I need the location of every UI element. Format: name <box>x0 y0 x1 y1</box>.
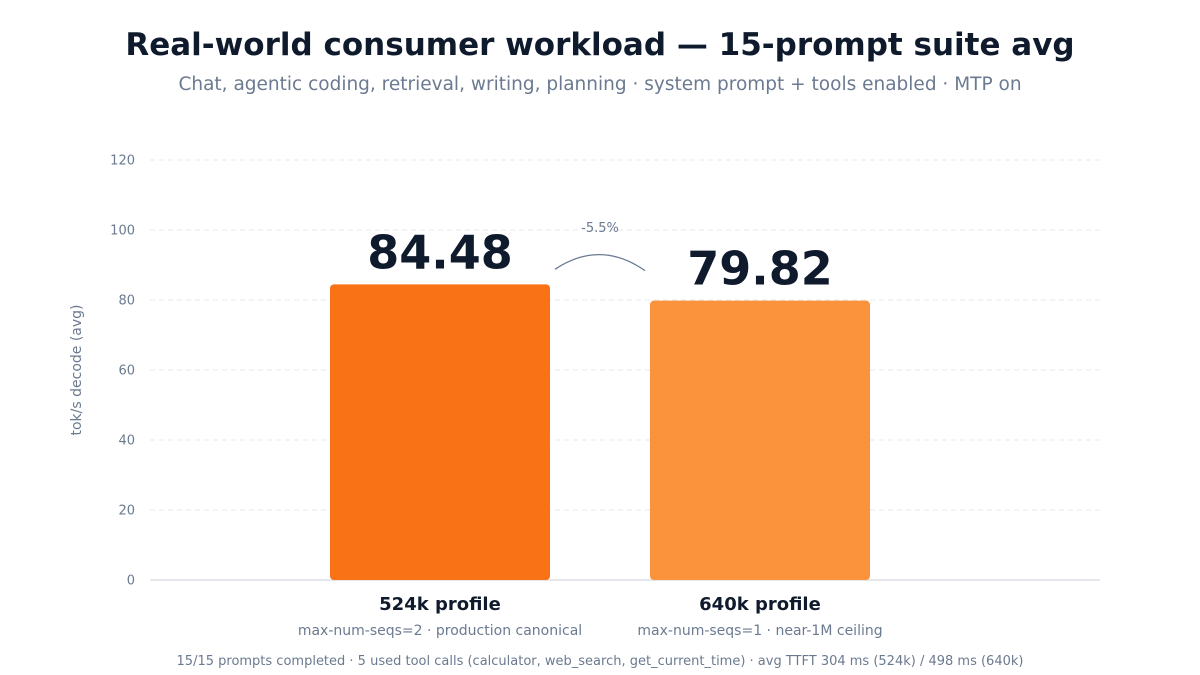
bar-value-label: 79.82 <box>687 242 833 296</box>
chart-subtitle: Chat, agentic coding, retrieval, writing… <box>178 74 1022 95</box>
y-tick-label: 100 <box>110 224 135 239</box>
chart-title: Real-world consumer workload — 15-prompt… <box>125 27 1075 63</box>
y-tick-label: 20 <box>118 504 135 519</box>
y-axis-ticks: 0 20 40 60 80 100 120 <box>110 154 135 589</box>
bar-2 <box>650 300 870 580</box>
delta-annotation: -5.5% <box>581 221 619 236</box>
y-tick-label: 40 <box>118 434 135 449</box>
chart-footer: 15/15 prompts completed · 5 used tool ca… <box>176 654 1024 669</box>
y-tick-label: 60 <box>118 364 135 379</box>
bar-value-label: 84.48 <box>367 225 513 279</box>
y-tick-label: 0 <box>127 574 135 589</box>
category-label: 640k profile <box>699 594 821 615</box>
y-tick-label: 120 <box>110 154 135 169</box>
y-axis-title: tok/s decode (avg) <box>69 304 85 435</box>
category-sublabel: max-num-seqs=2 · production canonical <box>298 623 582 639</box>
grid-lines <box>150 159 1100 581</box>
bar-1 <box>330 284 550 580</box>
category-label: 524k profile <box>379 594 501 615</box>
bar-labels: 84.48 524k profile max-num-seqs=2 · produc… <box>298 225 883 639</box>
y-tick-label: 80 <box>118 294 135 309</box>
delta-arc <box>554 254 646 272</box>
category-sublabel: max-num-seqs=1 · near-1M ceiling <box>637 623 882 639</box>
bars <box>330 284 870 580</box>
